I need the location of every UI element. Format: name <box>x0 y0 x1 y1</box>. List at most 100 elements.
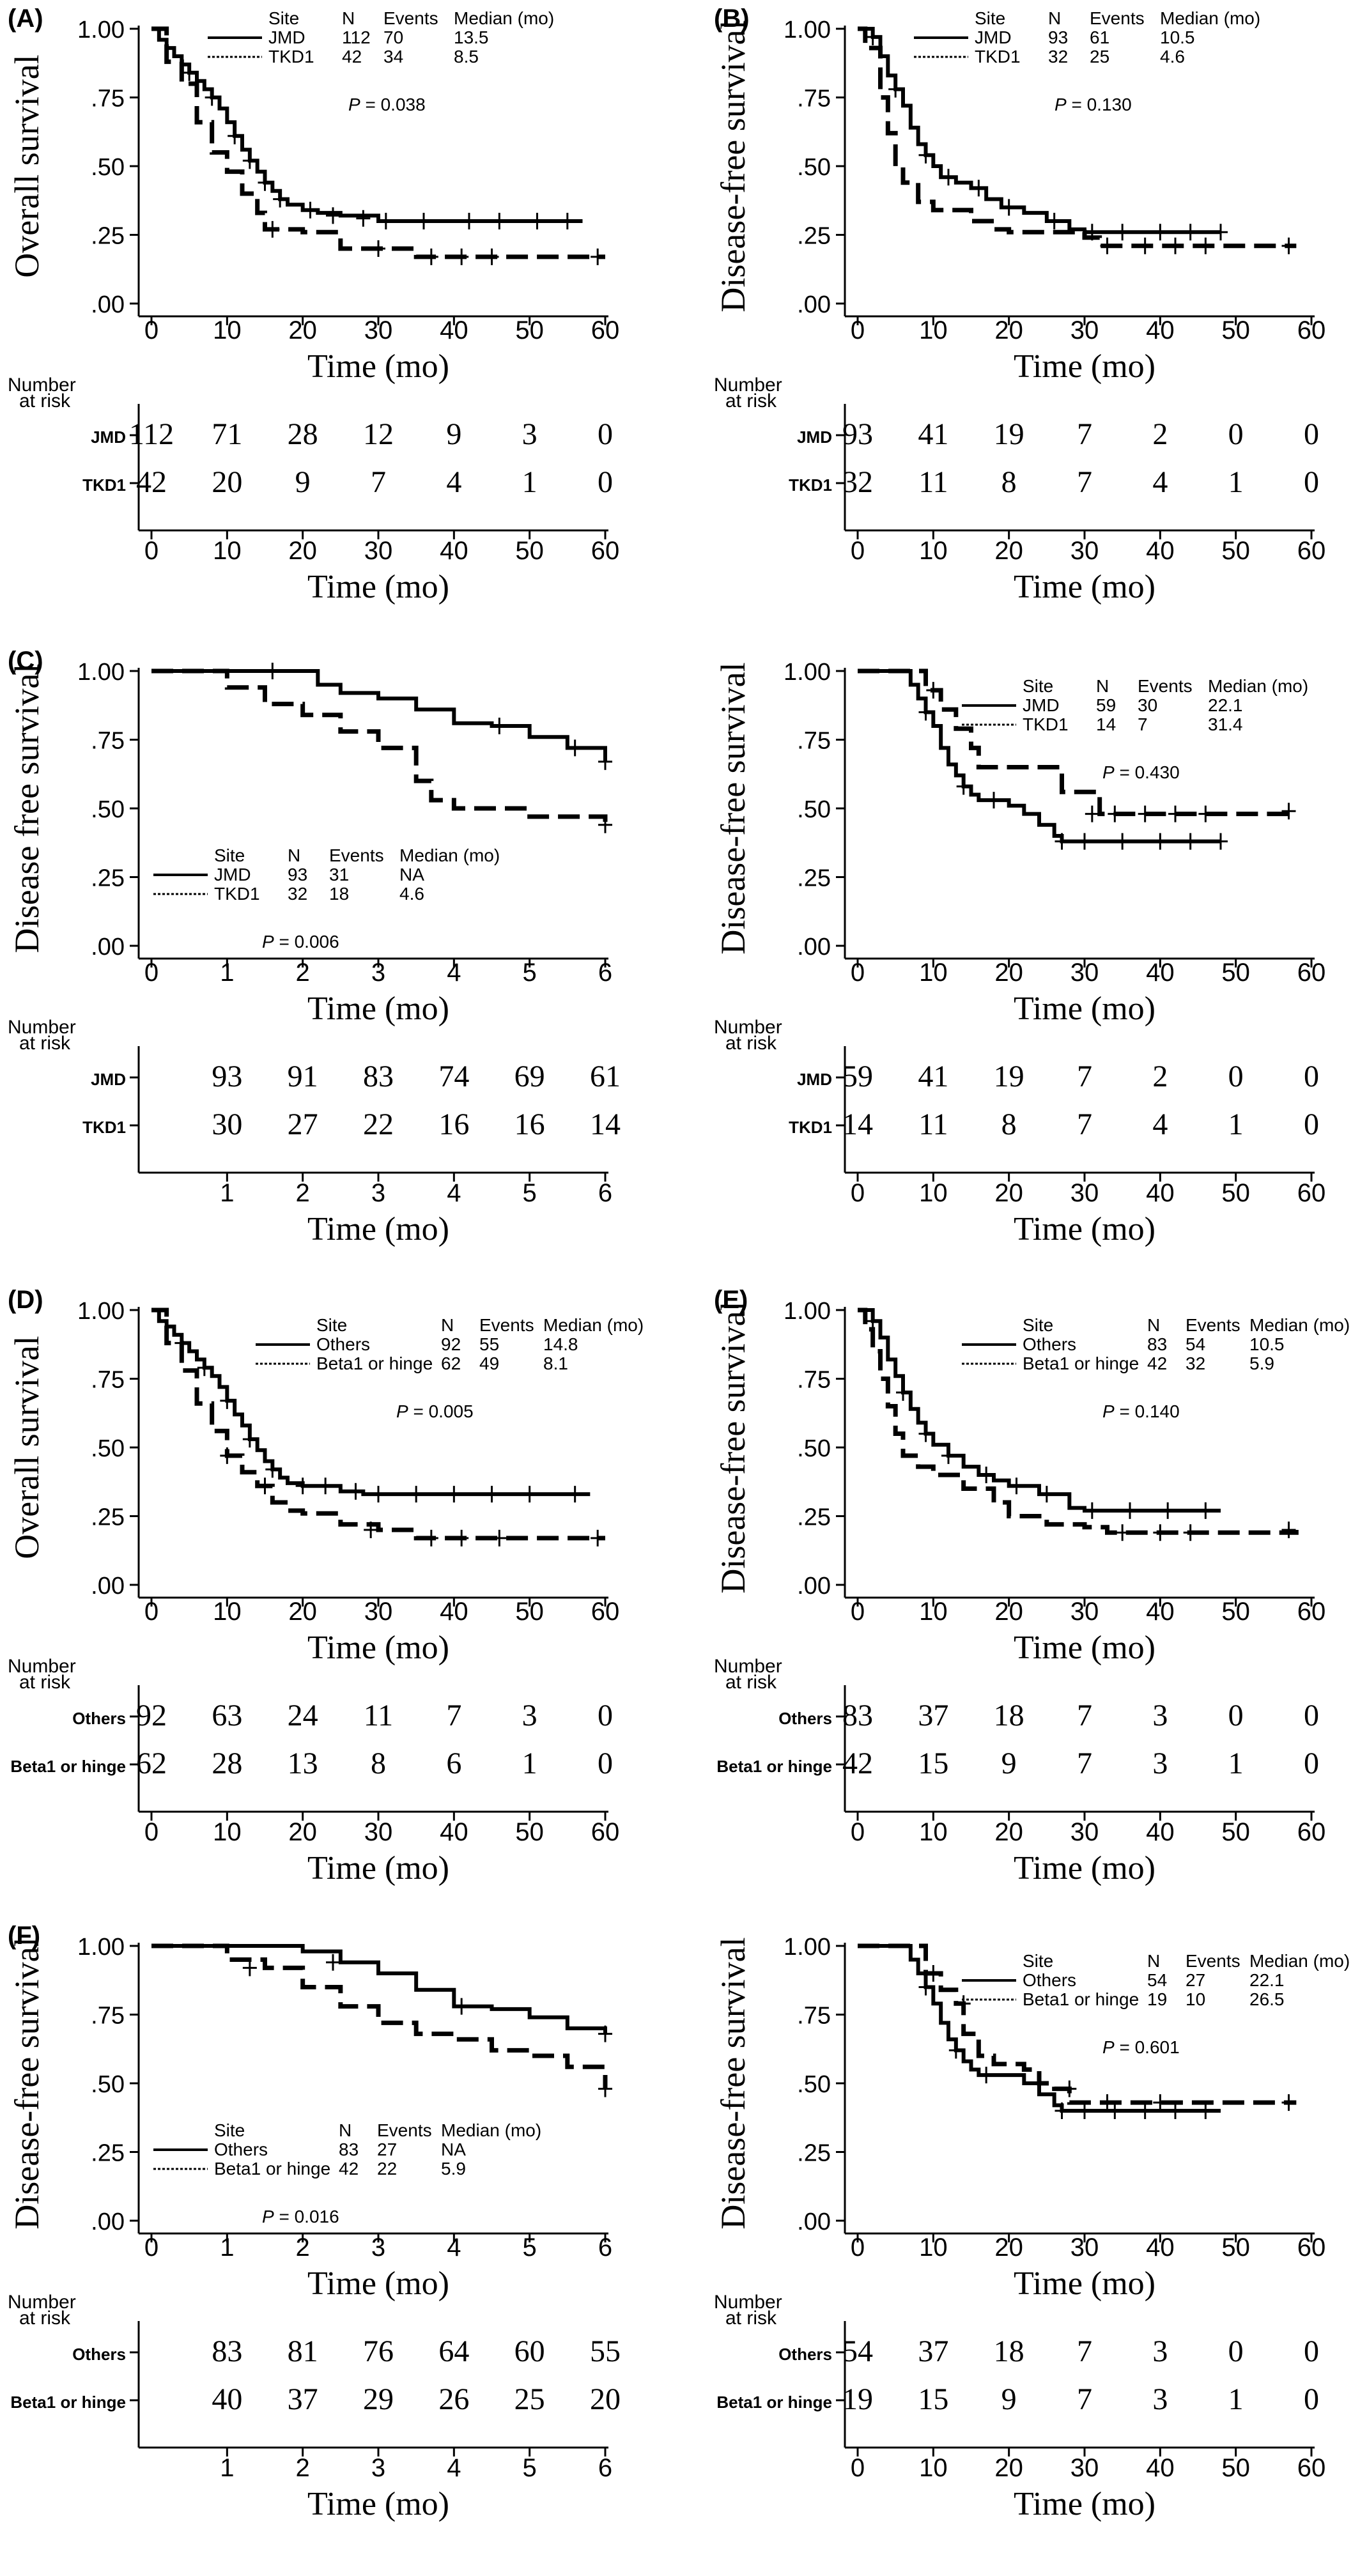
risk-count: 11 <box>918 465 948 499</box>
km-curve <box>858 1307 1299 1535</box>
censor-mark <box>1281 803 1296 820</box>
censor-mark <box>1123 1502 1137 1519</box>
legend-median: 26.5 <box>1249 1989 1285 2009</box>
x-axis-title: Time (mo) <box>1014 348 1155 385</box>
legend-series-name: Beta1 or hinge <box>214 2159 330 2179</box>
censor-mark <box>1108 2102 1122 2119</box>
censor-mark <box>1078 2102 1092 2119</box>
y-tick-label: 1.00 <box>784 17 831 43</box>
x-tick-label: 60 <box>1297 959 1326 987</box>
censor-mark <box>1115 1524 1130 1541</box>
x-tick-label: 60 <box>591 1598 620 1626</box>
y-tick-label: .75 <box>797 1367 831 1394</box>
legend-header: Site <box>214 2120 245 2140</box>
censor-mark <box>454 1998 469 2015</box>
censor-mark <box>424 248 438 265</box>
x-tick-label: 50 <box>515 1598 544 1626</box>
risk-count: 3 <box>1152 1747 1168 1780</box>
risk-count: 1 <box>522 465 537 499</box>
legend-events: 30 <box>1138 695 1157 715</box>
risk-row-label: TKD1 <box>789 1118 832 1137</box>
y-tick-label: 1.00 <box>77 1934 125 1961</box>
risk-count: 0 <box>598 1747 613 1780</box>
x-tick-label: 0 <box>851 316 865 344</box>
risk-count: 62 <box>136 1747 167 1780</box>
censor-mark <box>205 89 219 106</box>
legend-header: Site <box>1023 1315 1053 1335</box>
risk-count: 71 <box>212 417 242 451</box>
risk-count: 30 <box>212 1107 242 1141</box>
y-tick-label: .50 <box>91 2071 125 2098</box>
censor-mark <box>979 1467 994 1483</box>
censor-mark <box>265 663 280 679</box>
censor-mark <box>1055 2102 1069 2119</box>
censor-mark <box>295 1477 310 1495</box>
censor-mark <box>888 81 903 98</box>
risk-count: 4 <box>1152 465 1168 499</box>
risk-x-tick-label: 40 <box>440 1818 468 1846</box>
x-tick-label: 40 <box>440 1598 468 1626</box>
censor-mark <box>258 174 272 191</box>
censor-mark <box>1078 833 1092 850</box>
y-axis-title: Disease-free survival <box>714 662 752 954</box>
censor-mark <box>1198 237 1213 254</box>
risk-count: 3 <box>1152 1699 1168 1732</box>
legend-median: 22.1 <box>1249 1970 1285 1990</box>
censor-mark <box>447 1486 461 1503</box>
y-tick-label: .00 <box>91 934 125 960</box>
censor-mark <box>424 1529 438 1546</box>
legend-header: N <box>1096 676 1109 696</box>
x-axis-title: Time (mo) <box>1014 2265 1155 2302</box>
risk-count: 9 <box>1001 2382 1017 2416</box>
risk-count: 42 <box>136 465 167 499</box>
risk-count: 37 <box>918 2334 948 2368</box>
legend-header: Site <box>316 1315 347 1335</box>
risk-count: 0 <box>598 417 613 451</box>
censor-mark <box>197 1359 212 1377</box>
censor-mark <box>1281 1522 1296 1538</box>
y-tick-label: .25 <box>91 223 125 250</box>
x-axis-title: Time (mo) <box>1014 1630 1155 1666</box>
risk-count: 76 <box>363 2334 394 2368</box>
risk-count: 6 <box>446 1747 461 1780</box>
x-tick-label: 30 <box>1070 2233 1099 2262</box>
risk-x-tick-label: 6 <box>598 2454 612 2482</box>
p-value: P = 0.005 <box>396 1401 474 1421</box>
censor-mark <box>1153 2094 1168 2111</box>
y-tick-label: .00 <box>797 1573 831 1600</box>
km-curve <box>858 669 1221 844</box>
legend-n: 112 <box>342 27 371 47</box>
risk-count: 18 <box>994 2334 1024 2368</box>
km-curve <box>151 1943 608 2089</box>
legend-header: Events <box>329 845 384 865</box>
y-tick-label: .25 <box>91 865 125 892</box>
risk-count: 26 <box>438 2382 469 2416</box>
x-axis-title: Time (mo) <box>1014 991 1155 1027</box>
censor-mark <box>1198 1502 1213 1519</box>
censor-mark <box>265 220 280 238</box>
y-tick-label: 1.00 <box>77 17 125 43</box>
legend-events: 54 <box>1186 1334 1205 1354</box>
risk-x-axis-title: Time (mo) <box>1014 1211 1155 1247</box>
risk-x-tick-label: 5 <box>523 1179 537 1207</box>
km-panel: (A)Overall survival.00.25.50.751.000 10 20… <box>8 4 619 605</box>
risk-count: 32 <box>842 465 873 499</box>
km-curve <box>858 27 1221 235</box>
censor-mark <box>1183 224 1198 241</box>
risk-title-line1: Number <box>714 374 782 396</box>
risk-count: 61 <box>590 1060 621 1093</box>
risk-x-tick-label: 4 <box>447 2454 461 2482</box>
legend-series-name: Beta1 or hinge <box>316 1354 433 1373</box>
censor-mark <box>1039 1486 1054 1503</box>
x-tick-label: 40 <box>440 316 468 344</box>
legend-series-name: TKD1 <box>975 47 1021 66</box>
censor-mark <box>918 1978 933 1996</box>
censor-mark <box>956 1995 971 2012</box>
censor-mark <box>417 213 431 229</box>
legend-header: Median (mo) <box>1208 676 1308 696</box>
legend-events: 22 <box>377 2159 397 2179</box>
risk-count: 3 <box>522 417 537 451</box>
censor-mark <box>568 1486 582 1503</box>
x-tick-label: 2 <box>296 959 310 987</box>
risk-x-tick-label: 20 <box>288 537 317 565</box>
